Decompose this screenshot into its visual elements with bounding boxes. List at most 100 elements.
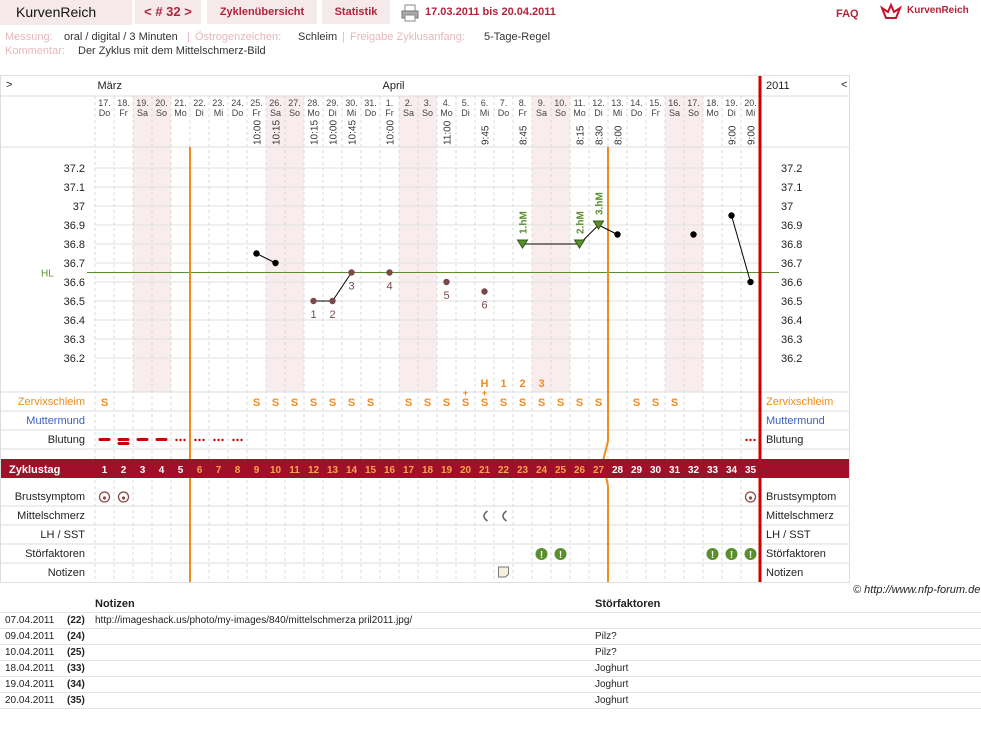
measure-time: 10:45	[348, 120, 359, 145]
note-text	[90, 644, 590, 661]
hl-label: HL	[41, 269, 54, 280]
day-date: 17.	[687, 98, 700, 108]
day-date: 29.	[326, 98, 339, 108]
disturbance-icon	[706, 548, 719, 560]
table-row: 07.04.2011 (22) http://imageshack.us/photo…	[0, 612, 981, 629]
temp-point	[481, 288, 488, 295]
copyright: © http://www.nfp-forum.de	[853, 584, 981, 596]
day-date: 5.	[462, 98, 470, 108]
y-tick-label-right: 37.2	[781, 163, 802, 175]
y-tick-label: 37.1	[64, 182, 85, 194]
temp-point	[747, 278, 754, 286]
day-date: 7.	[500, 98, 508, 108]
breast-symptom-dot	[121, 496, 126, 500]
cycle-day-number: 2	[121, 465, 127, 476]
note-cycle-day: (25)	[62, 644, 90, 661]
peak-count: 1	[500, 378, 506, 390]
cycle-day-number: 35	[745, 465, 757, 476]
tab-zyklenuebersicht[interactable]: Zyklenübersicht	[207, 0, 317, 24]
day-weekday: Fr	[119, 108, 128, 118]
row-label-stoer: Störfaktoren	[25, 548, 85, 560]
cycle-day-number: 32	[688, 465, 700, 476]
cycle-day-number: 3	[140, 465, 146, 476]
measure-time: 9:45	[481, 125, 492, 145]
note-text: http://imageshack.us/photo/my-images/840…	[90, 612, 590, 629]
cervix-plus: +	[482, 388, 487, 398]
separator: |	[342, 31, 345, 43]
y-tick-label: 36.8	[64, 239, 85, 251]
day-weekday: Di	[461, 108, 470, 118]
note-date: 20.04.2011	[0, 692, 62, 709]
day-date: 24.	[231, 98, 244, 108]
nav-right-arrow[interactable]: <	[841, 79, 847, 91]
cycle-day-number: 14	[346, 465, 358, 476]
day-date: 19.	[136, 98, 149, 108]
bleeding-dot	[213, 438, 216, 442]
crown-logo-icon	[880, 2, 902, 19]
bleeding-bar	[155, 438, 168, 441]
day-date: 15.	[649, 98, 662, 108]
cycle-nav[interactable]: < # 32 >	[135, 0, 201, 24]
day-weekday: Do	[232, 108, 244, 118]
high-temp-marker	[592, 220, 605, 230]
day-weekday: Mo	[307, 108, 320, 118]
cycle-day-number: 15	[365, 465, 377, 476]
day-date: 11.	[574, 98, 586, 108]
low-temp-number: 6	[481, 300, 487, 312]
note-text	[90, 628, 590, 645]
cycle-day-number: 7	[216, 465, 222, 476]
temp-point	[310, 297, 317, 305]
temp-point	[443, 278, 450, 286]
y-tick-label-right: 36.8	[781, 239, 802, 251]
peak-count: H	[481, 378, 489, 390]
row-label-zyklustag: Zyklustag	[9, 464, 60, 476]
cervix-symbol: S	[272, 397, 279, 409]
day-date: 3.	[424, 98, 432, 108]
day-date: 26.	[269, 98, 282, 108]
measure-time: 10:15	[310, 120, 321, 145]
day-date: 1.	[386, 98, 394, 108]
note-cycle-day: (22)	[62, 612, 90, 629]
note-stoerfaktor: Pilz?	[590, 644, 981, 661]
day-weekday: So	[555, 108, 566, 118]
temp-point	[614, 231, 621, 238]
row-label-right-muttermund: Muttermund	[766, 415, 825, 427]
day-weekday: Mo	[440, 108, 453, 118]
row-label-right-stoer: Störfaktoren	[766, 548, 826, 560]
month-label: April	[383, 80, 405, 92]
table-row: 10.04.2011 (25) Pilz?	[0, 644, 981, 661]
cycle-day-number: 20	[460, 465, 472, 476]
cycle-day-number: 17	[403, 465, 415, 476]
day-weekday: Fr	[518, 108, 527, 118]
y-tick-label-right: 37.1	[781, 182, 802, 194]
printer-icon[interactable]	[401, 4, 419, 22]
day-date: 12.	[592, 98, 605, 108]
tab-statistik[interactable]: Statistik	[322, 0, 390, 24]
note-stoerfaktor: Joghurt	[590, 676, 981, 693]
measure-time: 10:15	[272, 120, 283, 145]
mittelschmerz-icon	[502, 510, 507, 522]
temp-point	[253, 250, 260, 257]
cycle-day-number: 27	[593, 465, 605, 476]
nav-left-arrow[interactable]: >	[6, 79, 12, 91]
disturbance-mark: !	[559, 550, 562, 561]
table-row: 20.04.2011 (35) Joghurt	[0, 692, 981, 709]
note-stoerfaktor: Joghurt	[590, 692, 981, 709]
row-label-blutung: Blutung	[48, 434, 85, 446]
day-date: 14.	[630, 98, 643, 108]
day-weekday: Do	[498, 108, 510, 118]
disturbance-icon	[744, 548, 757, 560]
faq-link[interactable]: FAQ	[836, 8, 859, 20]
bleeding-dot	[753, 438, 756, 442]
y-tick-label-right: 36.5	[781, 296, 802, 308]
day-date: 10.	[554, 98, 567, 108]
cervix-symbol: S	[348, 397, 355, 409]
day-date: 18.	[117, 98, 130, 108]
cervix-symbol: S	[310, 397, 317, 409]
bleeding-bar	[98, 438, 111, 441]
cycle-day-number: 24	[536, 465, 548, 476]
freigabe-value: 5-Tage-Regel	[484, 31, 551, 43]
measure-time: 8:45	[519, 125, 530, 145]
mittelschmerz-icon	[483, 510, 488, 522]
